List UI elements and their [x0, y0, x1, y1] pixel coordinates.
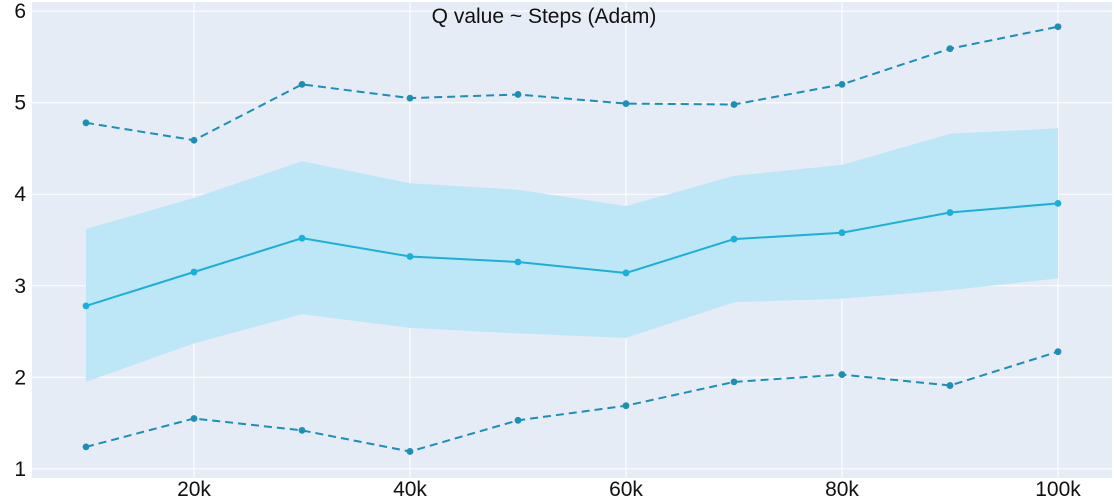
y-tick-label: 1	[14, 458, 26, 481]
data-point-mean	[622, 269, 630, 277]
series-line-max	[85, 25, 1059, 142]
data-point-mean	[730, 235, 738, 243]
data-point-max	[190, 136, 198, 144]
x-tick-label: 80k	[825, 478, 859, 499]
data-point-mean	[406, 253, 414, 260]
data-point-min	[1054, 348, 1062, 356]
band-layer	[86, 128, 1058, 382]
data-point-min	[82, 443, 90, 451]
y-tick-label: 4	[14, 183, 26, 206]
data-point-min	[190, 415, 198, 422]
data-point-min	[730, 378, 738, 386]
data-point-max	[406, 94, 414, 102]
series-line-min	[85, 350, 1059, 453]
series-line-mean	[85, 202, 1059, 307]
data-point-min	[406, 448, 414, 455]
x-tick-label: 40k	[393, 478, 427, 499]
x-tick-label: 60k	[609, 478, 643, 499]
data-point-max	[514, 91, 522, 98]
data-point-max	[82, 119, 90, 127]
data-point-min	[838, 371, 846, 378]
x-tick-label: 20k	[177, 478, 211, 499]
data-point-max	[730, 101, 738, 108]
data-point-mean	[82, 302, 90, 310]
data-point-max	[1054, 23, 1062, 31]
data-point-min	[298, 427, 306, 434]
y-axis-ticks: 1 2 3 4 5 6	[14, 0, 26, 481]
y-tick-label: 6	[14, 0, 26, 23]
data-point-max	[622, 100, 630, 108]
data-point-min	[514, 416, 522, 424]
x-tick-label: 100k	[1035, 478, 1081, 499]
data-point-mean	[946, 209, 954, 216]
data-point-mean	[298, 234, 306, 242]
chart-title: Q value ~ Steps (Adam)	[432, 5, 657, 28]
y-tick-label: 2	[14, 366, 26, 389]
y-tick-label: 3	[14, 275, 26, 298]
data-point-max	[946, 45, 954, 53]
data-point-mean	[838, 229, 846, 237]
data-point-mean	[1054, 199, 1062, 207]
data-point-max	[838, 80, 846, 88]
data-point-max	[298, 80, 306, 88]
series-points	[82, 23, 1062, 455]
series-lines	[85, 25, 1059, 453]
data-point-mean	[190, 268, 198, 276]
x-axis-ticks: 20k 40k 60k 80k 100k	[177, 478, 1081, 499]
data-point-min	[622, 402, 630, 410]
data-point-mean	[514, 258, 522, 266]
confidence-band	[86, 128, 1058, 382]
data-point-min	[946, 382, 954, 389]
y-tick-label: 5	[14, 92, 26, 115]
